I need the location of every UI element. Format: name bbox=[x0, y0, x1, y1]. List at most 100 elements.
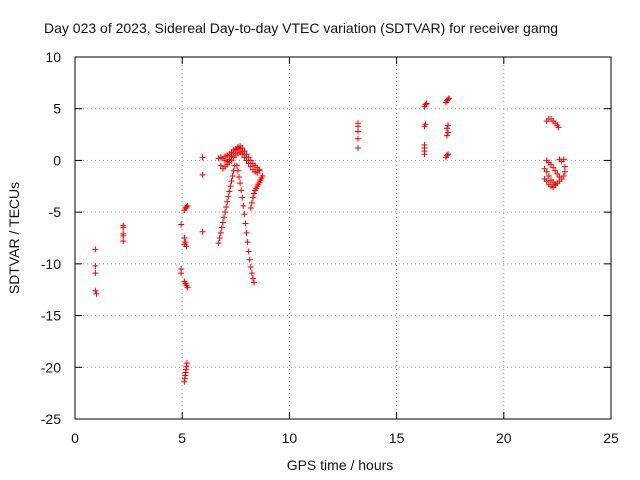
data-point bbox=[247, 205, 254, 212]
data-point bbox=[184, 284, 191, 291]
data-point bbox=[240, 202, 247, 209]
data-point bbox=[422, 101, 429, 108]
data-point bbox=[445, 122, 452, 129]
data-point bbox=[222, 209, 229, 216]
y-tick-label: -20 bbox=[41, 359, 61, 375]
data-point bbox=[445, 96, 452, 103]
data-point bbox=[256, 167, 263, 174]
data-point bbox=[247, 263, 254, 270]
grid-layer bbox=[75, 57, 611, 419]
data-point bbox=[199, 154, 206, 161]
data-point bbox=[552, 167, 559, 174]
data-point bbox=[355, 145, 362, 152]
data-point bbox=[229, 172, 236, 179]
data-point bbox=[216, 235, 223, 241]
data-point bbox=[183, 360, 190, 367]
data-point bbox=[245, 248, 252, 255]
data-point bbox=[120, 238, 127, 245]
data-point bbox=[178, 270, 185, 277]
data-point bbox=[226, 188, 233, 195]
data-point bbox=[217, 162, 224, 169]
data-point bbox=[422, 121, 429, 128]
data-point bbox=[243, 157, 250, 164]
data-point bbox=[249, 194, 256, 201]
data-point bbox=[224, 198, 231, 205]
data-point bbox=[218, 224, 225, 231]
data-point bbox=[355, 135, 362, 142]
y-tick-label: 5 bbox=[53, 101, 61, 117]
data-point bbox=[259, 172, 266, 179]
data-point bbox=[241, 151, 248, 158]
data-point bbox=[446, 95, 453, 102]
x-axis-label: GPS time / hours bbox=[287, 457, 394, 473]
data-point bbox=[182, 239, 189, 246]
x-tick-label: 15 bbox=[389, 430, 405, 446]
chart-title: Day 023 of 2023, Sidereal Day-to-day VTE… bbox=[44, 20, 558, 36]
data-point bbox=[223, 203, 230, 210]
data-point bbox=[236, 173, 243, 180]
data-point bbox=[92, 246, 99, 253]
data-point bbox=[251, 279, 258, 286]
data-point bbox=[246, 256, 253, 263]
data-point bbox=[178, 221, 185, 228]
ticks-layer: 0 5 10 15 20 25 -25 -20 -15 -10 -5 0 5 10 bbox=[41, 49, 619, 446]
x-tick-label: 20 bbox=[496, 430, 512, 446]
y-tick-label: -5 bbox=[49, 204, 62, 220]
x-tick-label: 25 bbox=[603, 430, 619, 446]
data-points-layer bbox=[92, 95, 568, 385]
data-point bbox=[560, 156, 567, 163]
data-point bbox=[92, 270, 99, 277]
data-point bbox=[355, 120, 362, 127]
data-point bbox=[545, 172, 552, 179]
y-axis-label: SDTVAR / TECUs bbox=[6, 182, 22, 294]
y-tick-label: -25 bbox=[41, 411, 61, 427]
data-point bbox=[225, 193, 232, 200]
data-point bbox=[199, 228, 206, 235]
data-point bbox=[219, 219, 226, 226]
data-point bbox=[552, 182, 559, 189]
data-point bbox=[251, 190, 258, 197]
data-point bbox=[555, 124, 562, 131]
data-point bbox=[244, 239, 251, 246]
data-point bbox=[92, 262, 99, 269]
data-point bbox=[443, 152, 450, 159]
data-point bbox=[554, 170, 561, 177]
data-point bbox=[228, 157, 235, 164]
data-point bbox=[238, 187, 245, 194]
data-point bbox=[541, 165, 548, 172]
data-point bbox=[242, 220, 249, 227]
plot-frame bbox=[74, 56, 612, 420]
data-point bbox=[245, 160, 252, 167]
data-point bbox=[184, 202, 191, 209]
data-point bbox=[443, 132, 450, 139]
data-point bbox=[181, 235, 188, 241]
data-point bbox=[215, 240, 222, 247]
y-tick-label: 10 bbox=[45, 49, 61, 65]
data-point bbox=[239, 194, 246, 201]
y-tick-label: 0 bbox=[53, 152, 61, 168]
data-point bbox=[241, 211, 248, 218]
data-point bbox=[445, 129, 452, 136]
data-point bbox=[183, 243, 190, 250]
data-point bbox=[547, 161, 554, 168]
data-point bbox=[556, 178, 563, 185]
data-point bbox=[120, 224, 127, 231]
data-point bbox=[199, 171, 206, 178]
data-point bbox=[543, 178, 550, 185]
x-tick-label: 10 bbox=[282, 430, 298, 446]
data-point bbox=[249, 275, 256, 282]
data-point bbox=[550, 164, 557, 171]
data-point bbox=[443, 125, 450, 132]
y-tick-label: -10 bbox=[41, 256, 61, 272]
data-point bbox=[243, 229, 250, 236]
data-point bbox=[561, 168, 568, 175]
data-point bbox=[183, 203, 190, 210]
data-point bbox=[234, 167, 241, 174]
data-point bbox=[248, 270, 255, 277]
data-point bbox=[423, 100, 430, 107]
data-point bbox=[421, 141, 428, 148]
data-point bbox=[561, 163, 568, 170]
data-point bbox=[221, 214, 228, 221]
data-point bbox=[228, 178, 235, 185]
